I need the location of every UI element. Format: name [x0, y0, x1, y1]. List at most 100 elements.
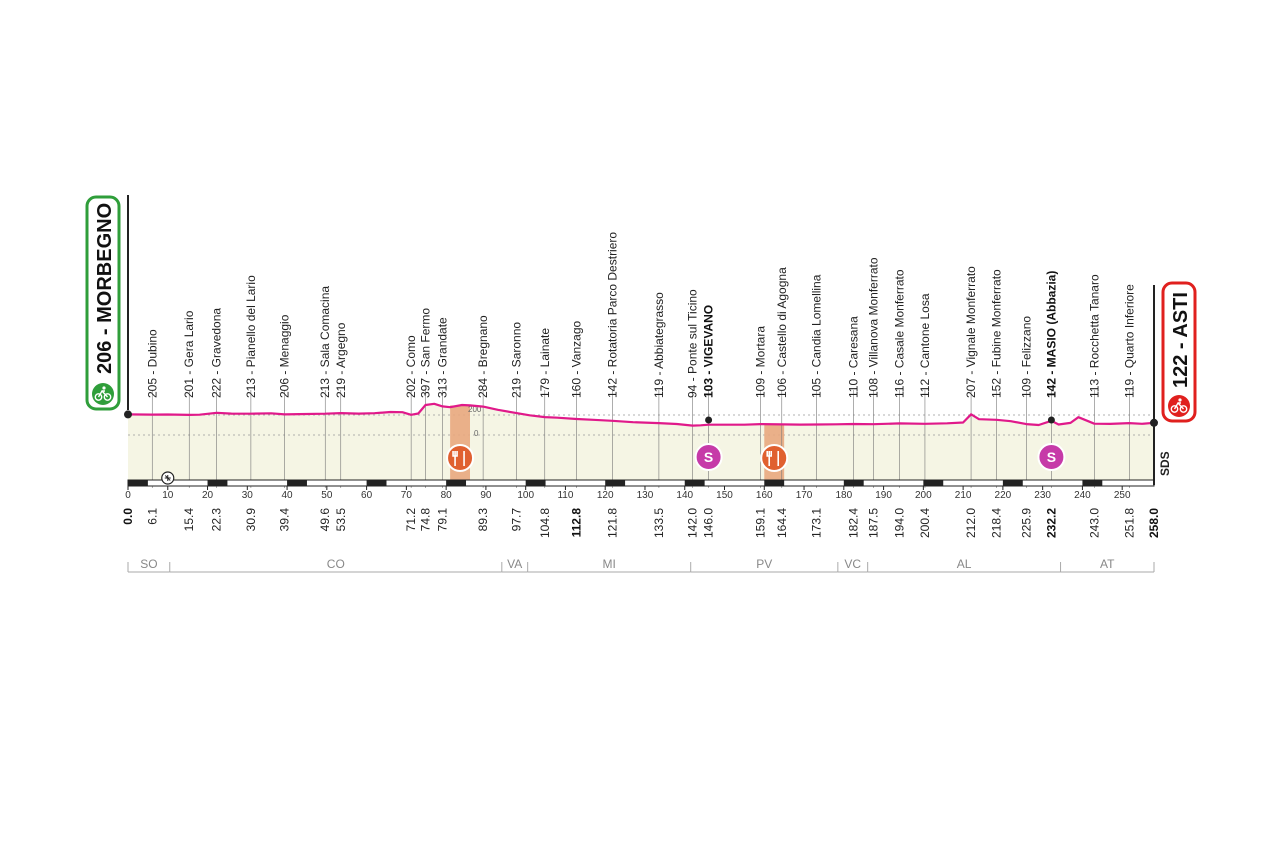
place-label: 313 - Grandate [436, 317, 450, 398]
sprint-letter: S [704, 449, 713, 465]
km-label: 0.0 [121, 508, 135, 525]
altitude-mark-200: 200 [468, 405, 482, 414]
region-label: MI [603, 557, 616, 571]
region-band: SO CO VA MI PV VC AL AT [127, 557, 1155, 573]
km-axis-stripe [287, 480, 307, 486]
place-labels: 205 - Dubino 201 - Gera Lario 222 - Graved… [145, 232, 1136, 398]
km-label: 79.1 [436, 508, 450, 532]
km-tick-label: 40 [282, 490, 294, 501]
km-tick-label: 250 [1114, 490, 1131, 501]
km-tick-label: 50 [321, 490, 333, 501]
km-label: 164.4 [775, 508, 789, 538]
km-axis-stripe [1002, 480, 1023, 486]
region-label: CO [327, 557, 345, 571]
km-tick-label: 240 [1074, 490, 1091, 501]
place-label: 142 - Rotatoria Parco Destriero [605, 232, 619, 398]
km-tick-label: 190 [875, 490, 892, 501]
km-label: 53.5 [334, 508, 348, 532]
km-tick-label: 130 [637, 490, 654, 501]
region-label: AL [957, 557, 972, 571]
km-tick-label: 70 [401, 490, 413, 501]
place-label: 142 - MASIO (Abbazia) [1044, 271, 1058, 398]
km-label: 30.9 [244, 508, 258, 532]
finish-cyclist-icon [1168, 395, 1190, 417]
km-label: 22.3 [210, 508, 224, 532]
km-label: 243.0 [1087, 508, 1101, 538]
place-label: 201 - Gera Lario [182, 310, 196, 398]
place-label: 284 - Bregnano [476, 315, 490, 398]
km-label: 133.5 [652, 508, 666, 538]
km-label: 49.6 [318, 508, 332, 532]
place-label: 219 - Argegno [334, 322, 348, 398]
km-label: 15.4 [182, 508, 196, 532]
profile-curve [127, 402, 1155, 427]
finish-badge [1161, 281, 1197, 423]
place-label: 103 - VIGEVANO [702, 305, 716, 398]
place-label: 160 - Vanzago [570, 321, 584, 398]
km-axis-stripe [605, 480, 626, 486]
km-axis-stripe [128, 480, 148, 486]
km-tick-label: 180 [835, 490, 852, 501]
km-label: 97.7 [510, 508, 524, 532]
km-tick-label: 140 [676, 490, 693, 501]
profile-fill [128, 403, 1154, 480]
km-label: 39.4 [278, 508, 292, 532]
region-label: AT [1100, 557, 1115, 571]
km-label: 187.5 [867, 508, 881, 538]
km-tick-label: 230 [1034, 490, 1051, 501]
km-axis-stripe [684, 480, 705, 486]
km-label: 218.4 [990, 508, 1004, 538]
place-label: 119 - Quarto Inferiore [1122, 284, 1136, 398]
km-tick-label: 110 [557, 490, 573, 501]
altitude-marks: 200 0 [468, 405, 482, 438]
place-label: 205 - Dubino [145, 329, 159, 398]
intermediate-sprint-icon [694, 443, 723, 471]
km-tick-label: 30 [242, 490, 254, 501]
km-axis-stripe [366, 480, 387, 486]
km-tick-label: 80 [441, 490, 453, 501]
km-label: 74.8 [419, 508, 433, 532]
km-axis-stripe [843, 480, 864, 486]
region-label: PV [756, 557, 772, 571]
km-label: 159.1 [754, 508, 768, 538]
km-label: 112.8 [570, 508, 584, 538]
km-tick-label: 10 [162, 490, 174, 501]
km-tick-label: 170 [796, 490, 813, 501]
km-axis-stripe [923, 480, 944, 486]
feed-zone-icon [760, 444, 789, 472]
km-tick-label: 210 [955, 490, 972, 501]
km-label: 173.1 [809, 508, 823, 538]
place-label: 109 - Felizzano [1019, 316, 1033, 398]
place-label: 213 - Pianello del Lario [244, 275, 258, 398]
km-tick-label: 220 [995, 490, 1012, 501]
place-label: 206 - Menaggio [278, 314, 292, 398]
cutlery-glyph [452, 451, 465, 466]
km-label: 142.0 [686, 508, 700, 538]
feed-zone-icon [446, 444, 475, 472]
sds-logo: SDS [1158, 451, 1172, 476]
place-label: 397 - San Fermo [419, 308, 433, 398]
km-tick-label: 60 [361, 490, 373, 501]
place-label: 152 - Fubine Monferrato [990, 269, 1004, 398]
km-label: 89.3 [476, 508, 490, 532]
km-tick-label: 160 [756, 490, 773, 501]
km-tick-label: 150 [716, 490, 733, 501]
km-tick-label: 90 [480, 490, 492, 501]
place-label: 113 - Rocchetta Tanaro [1087, 274, 1101, 398]
cutlery-glyph [766, 451, 780, 466]
sprint-point [705, 416, 713, 424]
place-label: 94 - Ponte sul Ticino [686, 289, 700, 398]
km-label: 104.8 [538, 508, 552, 538]
place-label: 112 - Cantone Losa [918, 293, 932, 398]
km-label: 225.9 [1019, 508, 1033, 538]
km-axis-bar [127, 479, 1155, 487]
place-label: 202 - Como [404, 335, 418, 398]
km-tick-label: 0 [125, 490, 131, 501]
km-axis-stripe [207, 480, 228, 486]
place-label: 105 - Candia Lomellina [809, 274, 823, 398]
place-label: 119 - Abbiategrasso [652, 292, 666, 398]
km-axis-stripe [446, 480, 467, 486]
km-axis-stripe [1082, 480, 1103, 486]
place-label: 106 - Castello di Agogna [775, 267, 789, 398]
